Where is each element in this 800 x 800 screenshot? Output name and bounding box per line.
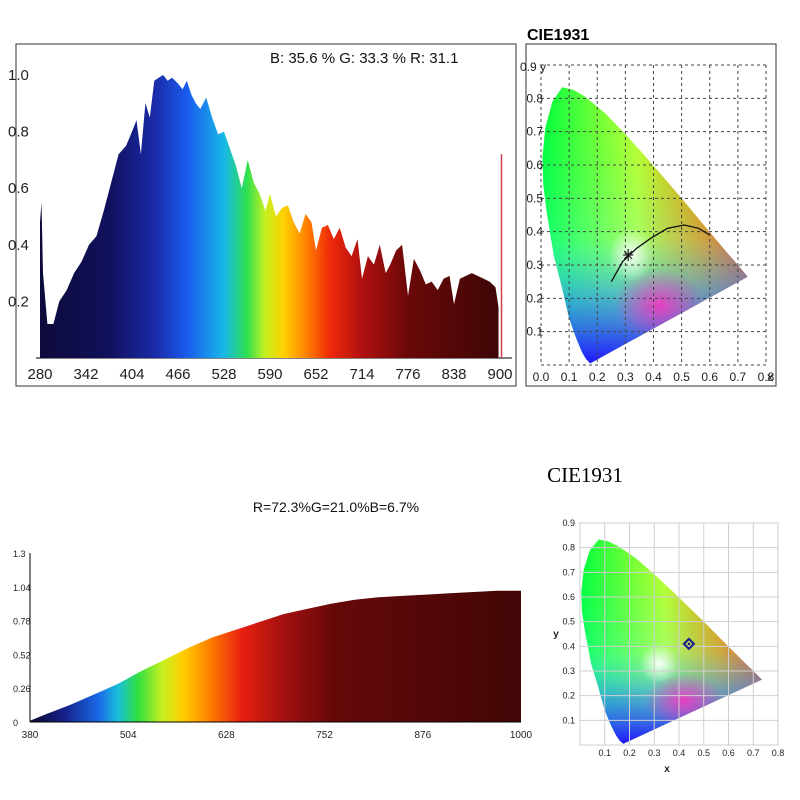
y-tick-label: 0.2 — [526, 291, 543, 305]
x-tick-label: 342 — [73, 366, 98, 383]
spectrum-y-ticks-1: 0.2 0.4 0.6 0.8 1.0 — [8, 67, 29, 310]
x-tick-label: 404 — [119, 366, 144, 383]
x-tick-label: 0.2 — [623, 748, 636, 758]
y-tick-label: 0.6 — [562, 592, 575, 602]
x-tick-label: 0.3 — [648, 748, 661, 758]
y-tick-label: 0.26 — [13, 684, 31, 694]
x-tick-label: 876 — [414, 730, 431, 741]
spectrum-chart-2: R=72.3%G=21.0%B=6.7% 380 504 628 752 876 1000… — [13, 499, 533, 741]
chromaticity-point-marker — [682, 637, 696, 651]
x-tick-label: 0.6 — [722, 748, 735, 758]
spectrum-x-ticks-1: 280 342 404 466 528 590 652 714 776 838 900 — [27, 366, 512, 383]
x-tick-label: 0.5 — [673, 370, 690, 384]
x-tick-label: 0.7 — [730, 370, 747, 384]
x-axis-end-label: x — [767, 370, 773, 384]
y-axis-top-label: 0.9 y — [520, 60, 546, 74]
planckian-locus-curve — [610, 224, 711, 282]
y-tick-label: 0.6 — [8, 180, 29, 197]
y-tick-label: 0.8 — [562, 543, 575, 553]
y-tick-label: 0.52 — [13, 650, 31, 660]
x-tick-label: 0.8 — [772, 748, 785, 758]
x-tick-label: 0.3 — [617, 370, 634, 384]
x-tick-label: 1000 — [510, 730, 533, 741]
x-tick-label: 714 — [349, 366, 374, 383]
y-axis-label: y — [553, 629, 559, 640]
x-tick-label: 838 — [441, 366, 466, 383]
gamut-white — [639, 643, 679, 684]
y-tick-label: 0.1 — [562, 715, 575, 725]
y-tick-label: 0.5 — [562, 617, 575, 627]
y-tick-label: 1.04 — [13, 583, 31, 593]
cie-chart-2: CIE1931 0.1 0.2 0.3 0.4 0.5 0.6 0.7 0.80.10.20.… — [547, 463, 784, 775]
y-tick-label: 0.8 — [8, 124, 29, 141]
x-tick-label: 752 — [316, 730, 333, 741]
x-tick-label: 0.4 — [673, 748, 686, 758]
x-tick-label: 652 — [303, 366, 328, 383]
y-tick-label: 0.2 — [562, 691, 575, 701]
y-tick-label: 0.5 — [526, 191, 543, 205]
x-tick-label: 590 — [257, 366, 282, 383]
y-tick-label: 0.4 — [8, 237, 29, 254]
chromaticity-point-marker — [623, 249, 634, 261]
y-tick-label: 0.4 — [526, 225, 543, 239]
y-tick-label: 1.3 — [13, 549, 26, 559]
cie-frame-1 — [525, 43, 777, 387]
x-tick-label: 0.1 — [561, 370, 578, 384]
x-tick-label: 0.1 — [598, 748, 611, 758]
x-tick-label: 504 — [120, 730, 137, 741]
x-tick-label: 466 — [165, 366, 190, 383]
y-tick-label: 0.3 — [562, 666, 575, 676]
x-tick-label: 0.6 — [701, 370, 718, 384]
cie-diagram-1: 0.0 0.1 0.2 0.3 0.4 0.5 0.6 0.7 0.8 0.1 0.2 0.3 0.4 0… — [520, 60, 775, 384]
x-tick-label: 380 — [22, 730, 39, 741]
x-axis-label: x — [664, 764, 670, 775]
y-tick-label: 1.0 — [8, 67, 29, 84]
spectrum-y-ticks-2: 0 0.26 0.52 0.78 1.04 1.3 — [13, 549, 31, 728]
x-tick-label: 0.5 — [697, 748, 710, 758]
y-tick-label: 0.6 — [526, 158, 543, 172]
cie-chart-1: CIE1931 0.0 0.1 0.2 0.3 0.4 0.5 0.6 0.7 0.80.10.… — [520, 27, 777, 387]
gamut-fill — [542, 87, 748, 364]
y-tick-label: 0 — [13, 718, 18, 728]
spectrum-x-ticks-2: 380 504 628 752 876 1000 — [22, 721, 533, 741]
x-tick-label: 528 — [211, 366, 236, 383]
y-tick-label: 0.7 — [526, 125, 543, 139]
chromaticity-point-center — [687, 642, 691, 646]
spectrum-frame-1 — [15, 43, 517, 387]
x-tick-label: 0.0 — [533, 370, 550, 384]
x-tick-label: 0.4 — [645, 370, 662, 384]
x-tick-label: 628 — [218, 730, 235, 741]
x-tick-label: 776 — [395, 366, 420, 383]
y-tick-label: 0.3 — [526, 258, 543, 272]
y-tick-label: 0.9 — [562, 518, 575, 528]
y-tick-label: 0.2 — [8, 293, 29, 310]
spectrum-area-2 — [30, 590, 521, 722]
spectrum-header-1: B: 35.6 % G: 33.3 % R: 31.1 — [270, 50, 458, 67]
x-tick-label: 0.8 — [758, 370, 775, 384]
x-tick-label: 280 — [27, 366, 52, 383]
y-tick-label: 0.4 — [562, 641, 575, 651]
x-tick-label: 900 — [487, 366, 512, 383]
y-tick-label: 0.8 — [526, 91, 543, 105]
cie-title-1: CIE1931 — [527, 27, 589, 44]
y-tick-label: 0.7 — [562, 567, 575, 577]
gamut-fill — [581, 539, 762, 744]
spectrum-chart-1: B: 35.6 % G: 33.3 % R: 31.1 280 342 404 466… — [8, 43, 517, 387]
spectrum-title-2: R=72.3%G=21.0%B=6.7% — [253, 499, 419, 515]
cie-title-2: CIE1931 — [547, 463, 623, 487]
spectrum-area-1 — [40, 75, 499, 358]
cie-diagram-2: 0.1 0.2 0.3 0.4 0.5 0.6 0.7 0.8 0.1 0.2 0.3 0.4 0.5 0… — [553, 518, 784, 775]
x-tick-label: 0.2 — [589, 370, 606, 384]
y-tick-label: 0.1 — [526, 325, 543, 339]
y-tick-label: 0.78 — [13, 617, 31, 627]
x-tick-label: 0.7 — [747, 748, 760, 758]
